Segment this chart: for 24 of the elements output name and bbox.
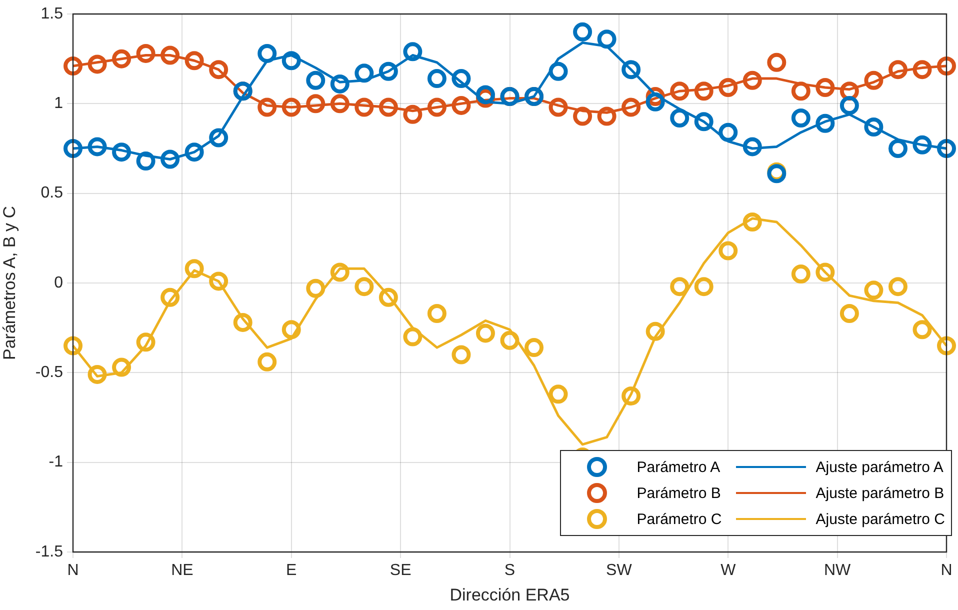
x-tick-label: E — [286, 562, 297, 580]
legend-label: Ajuste parámetro C — [816, 510, 945, 528]
y-tick-label: 1 — [54, 95, 64, 112]
x-tick-label: SE — [390, 562, 412, 580]
y-tick-label: -1 — [48, 454, 64, 471]
y-tick-label: 0 — [54, 274, 64, 292]
legend-label: Ajuste parámetro B — [816, 484, 944, 502]
x-tick-label: S — [504, 562, 516, 580]
y-tick-label: -0.5 — [35, 364, 64, 382]
x-tick-label: SW — [606, 562, 633, 580]
x-tick-label: N — [940, 562, 952, 580]
x-tick-label: NE — [171, 562, 194, 580]
x-tick-label: W — [720, 562, 737, 580]
y-tick-label: 1.5 — [40, 5, 64, 22]
x-tick-label: NW — [824, 562, 852, 580]
legend-label: Parámetro C — [636, 510, 722, 528]
legend-label: Parámetro A — [636, 458, 720, 476]
x-axis-title: Dirección ERA5 — [450, 585, 570, 604]
legend-label: Ajuste parámetro A — [816, 458, 944, 476]
y-axis-title: Parámetros A, B y C — [0, 206, 19, 360]
x-tick-label: N — [67, 562, 79, 580]
legend-label: Parámetro B — [636, 484, 721, 502]
y-tick-label: -1.5 — [35, 543, 64, 560]
y-tick-label: 0.5 — [40, 184, 64, 202]
